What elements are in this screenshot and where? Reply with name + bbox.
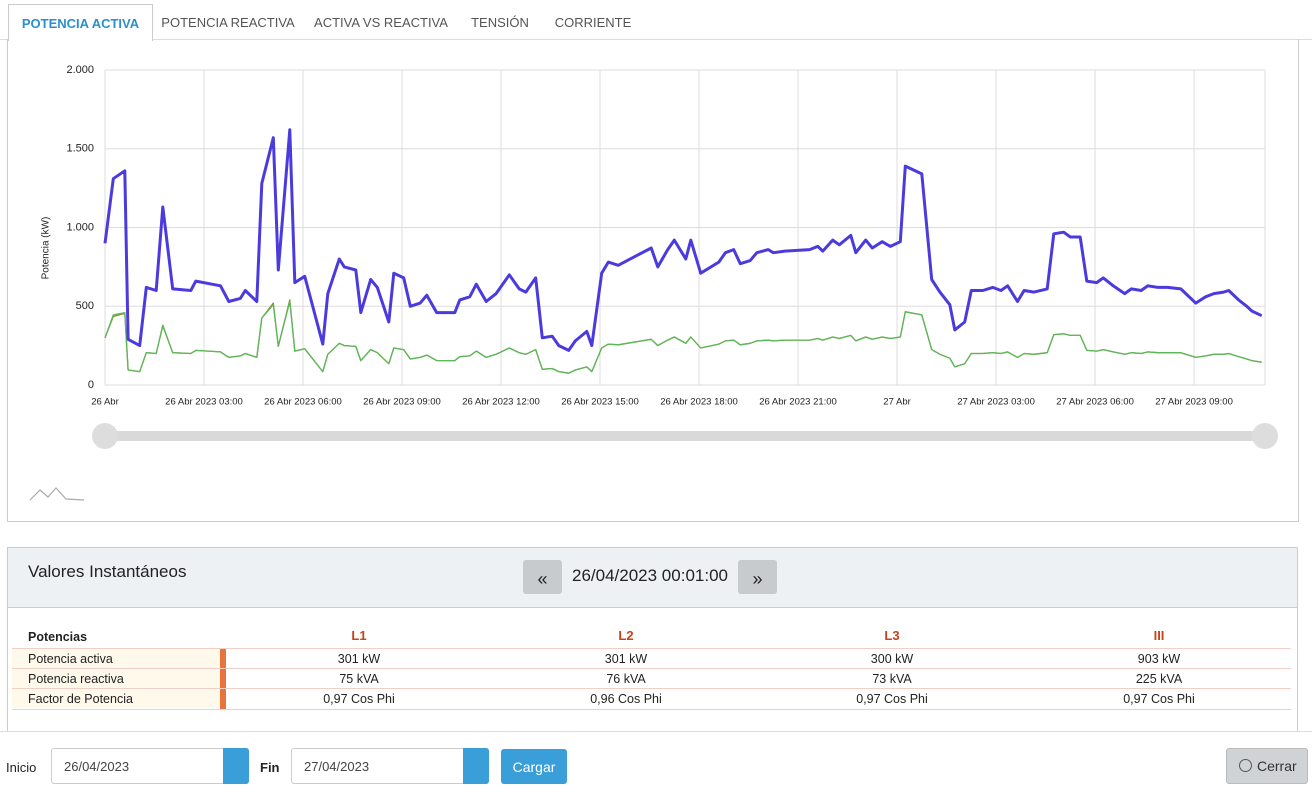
x-tick-label: 26 Abr 2023 21:00 bbox=[759, 397, 837, 408]
panel-title: Valores Instantáneos bbox=[28, 562, 187, 581]
series-line bbox=[104, 299, 1262, 374]
row-line bbox=[12, 709, 1291, 710]
cell: 301 kW bbox=[337, 652, 381, 666]
cell: 0,97 Cos Phi bbox=[323, 692, 395, 706]
end-input[interactable]: 27/04/2023 bbox=[291, 748, 489, 784]
cell: 0,97 Cos Phi bbox=[856, 692, 928, 706]
cell: 301 kW bbox=[604, 652, 648, 666]
start-input[interactable]: 26/04/2023 bbox=[51, 748, 249, 784]
start-label: Inicio bbox=[6, 760, 37, 775]
chart: Potencia (kW) 0 500 1.000 1.500 2.000 26 Abr 2… bbox=[29, 64, 1278, 501]
row-label-bg bbox=[12, 689, 220, 708]
row-label-bg bbox=[12, 669, 220, 688]
date: 26/04/2023 00:01:00 bbox=[572, 566, 728, 585]
chart-panel bbox=[7, 39, 1299, 522]
row-marker bbox=[220, 649, 226, 669]
x-tick-label: 26 Abr 2023 15:00 bbox=[561, 397, 639, 408]
series-line bbox=[103, 128, 1263, 352]
panel-header bbox=[8, 548, 1297, 608]
end-label: Fin bbox=[260, 760, 280, 775]
x-tick-label: 26 Abr 2023 03:00 bbox=[165, 397, 243, 408]
footer-border bbox=[0, 731, 1312, 732]
y-tick-label: 2.000 bbox=[66, 64, 94, 76]
x-tick-label: 26 Abr 2023 18:00 bbox=[660, 397, 738, 408]
x-tick-label: 26 Abr 2023 06:00 bbox=[264, 397, 342, 408]
row-line bbox=[12, 668, 1291, 669]
column-header: III bbox=[1153, 628, 1165, 643]
x-tick-label: 26 Abr 2023 12:00 bbox=[462, 397, 540, 408]
row-line bbox=[12, 688, 1291, 689]
row-label: Potencia activa bbox=[28, 652, 113, 666]
row-line bbox=[12, 648, 1291, 649]
x-tick-label: 27 Abr 2023 06:00 bbox=[1056, 397, 1134, 408]
next-button[interactable]: » bbox=[738, 560, 777, 594]
cell: 0,97 Cos Phi bbox=[1123, 692, 1195, 706]
prev-button[interactable]: « bbox=[523, 560, 562, 594]
row-label-bg bbox=[12, 649, 220, 668]
tab[interactable]: TENSIÓN bbox=[471, 15, 529, 30]
x-tick-label: 27 Abr 2023 09:00 bbox=[1155, 397, 1233, 408]
y-tick-label: 0 bbox=[88, 379, 94, 391]
cell: 76 kVA bbox=[606, 672, 646, 686]
y-tick-label: 500 bbox=[76, 300, 94, 312]
row-label: Factor de Potencia bbox=[28, 692, 133, 706]
y-tick-label: 1.500 bbox=[66, 143, 94, 155]
row-label: Potencia reactiva bbox=[28, 672, 124, 686]
calendar-button[interactable] bbox=[223, 748, 249, 784]
icon bbox=[29, 487, 85, 501]
slider-track bbox=[105, 431, 1265, 441]
x-tick-label: 27 Abr 2023 03:00 bbox=[957, 397, 1035, 408]
close-icon bbox=[1239, 759, 1252, 772]
cell: 0,96 Cos Phi bbox=[590, 692, 662, 706]
x-tick-label: 27 Abr bbox=[883, 397, 910, 408]
cell: 903 kW bbox=[1137, 652, 1181, 666]
row-marker bbox=[220, 669, 226, 689]
tab-border bbox=[0, 39, 1312, 40]
slider-handle[interactable] bbox=[1252, 423, 1278, 449]
column-header: Potencias bbox=[28, 630, 88, 644]
column-header: L3 bbox=[884, 628, 900, 643]
y-tick-label: 1.000 bbox=[66, 221, 94, 233]
y-axis-label: Potencia (kW) bbox=[41, 217, 52, 280]
x-tick-label: 26 Abr 2023 09:00 bbox=[363, 397, 441, 408]
tab[interactable]: POTENCIA REACTIVA bbox=[161, 15, 295, 30]
close-text: Cerrar bbox=[1257, 758, 1297, 774]
cell: 75 kVA bbox=[339, 672, 379, 686]
slider[interactable] bbox=[92, 423, 1278, 449]
cell: 300 kW bbox=[870, 652, 914, 666]
load-button[interactable]: Cargar bbox=[501, 749, 567, 784]
cell: 73 kVA bbox=[872, 672, 912, 686]
tab[interactable]: CORRIENTE bbox=[554, 15, 632, 30]
row-marker bbox=[220, 689, 226, 709]
x-tick-label: 26 Abr bbox=[91, 397, 118, 408]
column-header: L2 bbox=[618, 628, 634, 643]
tab[interactable]: ACTIVA VS REACTIVA bbox=[314, 15, 448, 30]
cell: 225 kVA bbox=[1135, 672, 1183, 686]
column-header: L1 bbox=[351, 628, 367, 643]
calendar-button[interactable] bbox=[463, 748, 489, 784]
tab[interactable]: POTENCIA ACTIVA bbox=[8, 4, 153, 41]
series-line bbox=[104, 300, 1262, 374]
slider-handle[interactable] bbox=[92, 423, 118, 449]
